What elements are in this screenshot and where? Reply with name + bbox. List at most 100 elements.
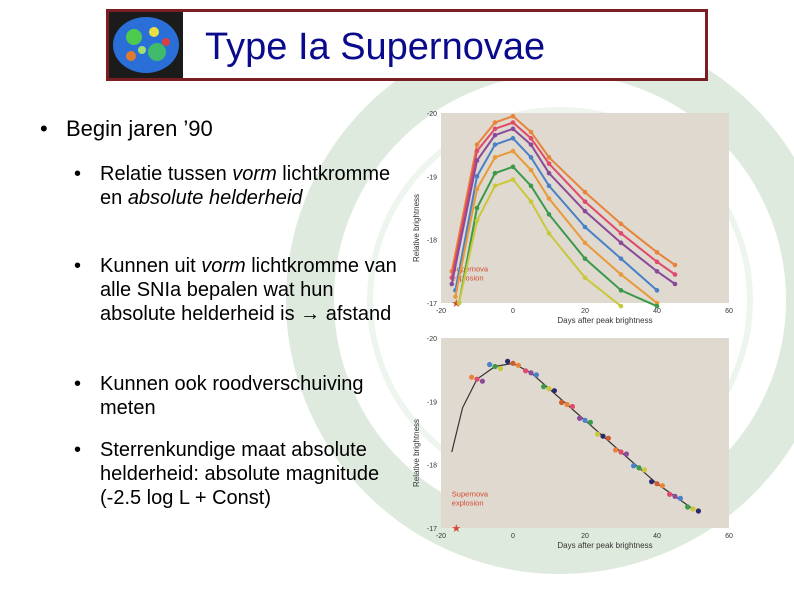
data-point [582, 275, 588, 280]
data-point [510, 120, 516, 125]
x-axis-label: Days after peak brightness [557, 541, 652, 550]
data-point [600, 433, 606, 439]
sub-bullet-fragment: lichtkromme en [100, 163, 391, 209]
data-point [510, 136, 516, 141]
data-point [569, 403, 575, 410]
data-point [510, 126, 516, 132]
sub-bullet-fragment: afstand [320, 303, 392, 325]
data-point [546, 196, 552, 201]
x-tick-label: -20 [436, 308, 446, 315]
data-point [533, 372, 539, 378]
data-point [672, 272, 678, 277]
sub-bullet-text: Sterrenkundige maat absolute helderheid:… [100, 438, 400, 510]
data-point [587, 419, 593, 425]
x-tick-label: 20 [581, 308, 589, 315]
x-tick-label: -20 [436, 533, 446, 540]
data-point [510, 148, 516, 154]
series-line [458, 178, 622, 307]
data-point [654, 250, 660, 255]
sub-bullet-fragment: Kunnen ook roodverschuiving meten [100, 373, 364, 419]
data-point [528, 136, 534, 141]
x-axis-label: Days after peak brightness [557, 316, 652, 325]
y-tick-label: -17 [427, 301, 437, 308]
data-point [582, 199, 588, 204]
data-point [523, 368, 529, 374]
title-frame: Type Ia Supernovae [106, 9, 708, 81]
data-point [474, 142, 480, 147]
sub-bullet-fragment: Sterrenkundige maat absolute helderheid:… [100, 439, 380, 509]
y-tick-label: -19 [427, 174, 437, 181]
data-point [654, 481, 660, 487]
sub-bullet-text: Kunnen ook roodverschuiving meten [100, 372, 400, 420]
data-point [510, 113, 516, 119]
data-point [469, 374, 475, 380]
annotation-label: Supernova [452, 490, 489, 499]
data-point [690, 506, 696, 512]
data-point [528, 183, 534, 189]
x-tick-label: 40 [653, 533, 661, 540]
y-axis-label: Relative brightness [412, 194, 421, 262]
y-tick-label: -17 [427, 526, 437, 533]
data-point [492, 170, 498, 176]
data-point [618, 272, 624, 277]
data-point [595, 431, 601, 437]
data-point [618, 449, 624, 455]
x-tick-label: 60 [725, 308, 733, 315]
data-point [654, 303, 660, 309]
standardized-light-curve-chart: -20 -19 -18 -17 -20 0 20 40 60 Days after peak br… [405, 330, 750, 555]
x-tick-label: 20 [581, 533, 589, 540]
cmb-map-icon [109, 12, 183, 78]
data-point [636, 465, 642, 471]
data-point [546, 231, 552, 236]
series-line [450, 115, 676, 272]
data-point [577, 415, 583, 421]
sub-bullet-fragment: vorm [201, 255, 246, 277]
y-tick-label: -18 [427, 463, 437, 470]
data-point [541, 384, 547, 390]
annotation-label: explosion [452, 499, 484, 508]
sub-bullet-fragment: lichtkromme van alle SNIa bepalen wat hu… [100, 255, 397, 325]
data-point [659, 483, 665, 489]
data-point [618, 303, 624, 309]
sub-bullet-fragment: Kunnen uit [100, 255, 202, 277]
y-axis-label: Relative brightness [412, 419, 421, 487]
page-title: Type Ia Supernovae [205, 26, 546, 68]
data-point [582, 240, 588, 246]
y-tick-label: -20 [427, 336, 437, 343]
data-point [613, 447, 619, 453]
data-point [474, 376, 480, 382]
data-point [546, 386, 552, 392]
bullet-dot: • [74, 373, 82, 395]
data-point [582, 189, 588, 195]
data-point [649, 479, 655, 485]
series-line [450, 121, 676, 278]
data-point [667, 491, 673, 497]
data-point [528, 167, 534, 173]
data-point [605, 435, 611, 441]
bullet-dot: • [74, 439, 82, 461]
sub-bullet-text: Kunnen uit vorm lichtkromme van alle SNI… [100, 254, 400, 326]
data-point [474, 148, 480, 154]
data-point [453, 294, 458, 299]
data-point [654, 269, 660, 274]
data-point [582, 224, 588, 230]
bullet-dot: • [40, 116, 48, 141]
data-point [618, 240, 624, 246]
data-point [492, 120, 498, 125]
data-point [618, 256, 624, 261]
data-point [528, 142, 534, 147]
bullet-dot: • [74, 255, 82, 277]
y-tick-label: -20 [427, 111, 437, 118]
data-point [515, 362, 521, 368]
bullet-dot: • [74, 163, 82, 185]
data-point [449, 281, 455, 287]
x-tick-label: 40 [653, 308, 661, 315]
data-point [492, 126, 498, 132]
data-point [474, 205, 480, 211]
data-point [474, 158, 480, 163]
data-point [623, 451, 629, 457]
explosion-star-icon: ★ [451, 523, 461, 535]
data-point [546, 183, 552, 189]
data-point [528, 129, 534, 135]
main-bullet-text: Begin jaren ’90 [66, 116, 213, 141]
